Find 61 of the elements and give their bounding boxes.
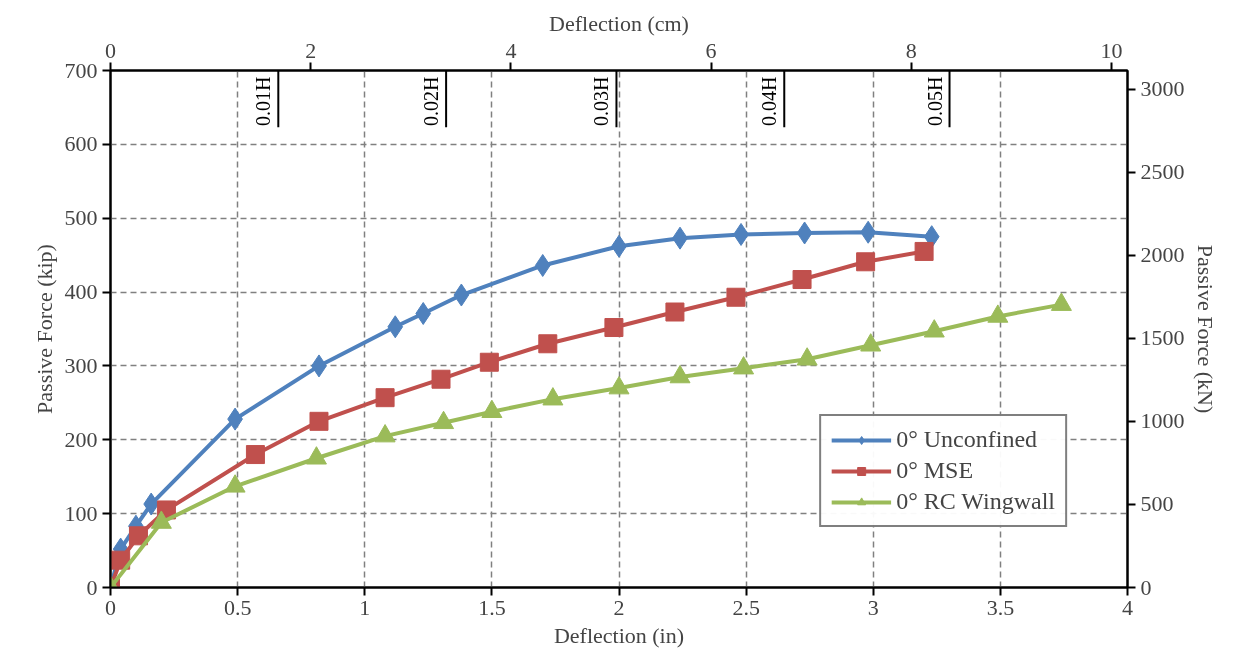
point (431, 369, 451, 389)
y-tick-label: 100 (64, 500, 98, 526)
y2-axis-title: Passive Force (kN) (1192, 244, 1218, 414)
ref-line-label: 0.02H (420, 76, 443, 126)
y2-tick-label: 2000 (1140, 242, 1185, 268)
x2-tick-label: 10 (1100, 37, 1123, 63)
x-tick-label: 1 (359, 594, 371, 620)
point (309, 411, 329, 431)
x2-tick-label: 0 (105, 37, 116, 63)
point (479, 352, 499, 372)
legend-label: 0° MSE (896, 457, 974, 484)
point (914, 241, 934, 261)
y2-tick-label: 0 (1140, 574, 1152, 600)
x2-tick-label: 6 (705, 37, 717, 63)
legend-label: 0° Unconfined (896, 426, 1038, 453)
x-tick-label: 2 (613, 594, 625, 620)
point (128, 526, 148, 546)
x-axis-title: Deflection (in) (553, 622, 685, 648)
x2-tick-label: 2 (305, 37, 317, 63)
x2-tick-label: 4 (505, 37, 517, 63)
x2-tick-label: 8 (905, 37, 917, 63)
x-tick-label: 4 (1122, 594, 1133, 620)
point (453, 283, 470, 307)
y-tick-label: 0 (86, 574, 98, 600)
x2-axis-title: Deflection (cm) (549, 10, 689, 36)
x-tick-label: 3.5 (986, 594, 1015, 620)
y2-tick-label: 3000 (1140, 76, 1185, 102)
point (665, 302, 685, 322)
y-tick-label: 500 (64, 205, 98, 231)
ref-line-label: 0.01H (252, 76, 275, 126)
point (375, 388, 395, 408)
x-tick-label: 1.5 (478, 594, 506, 620)
y-tick-label: 200 (64, 426, 98, 452)
y2-tick-label: 2500 (1140, 159, 1185, 185)
y-axis-title: Passive Force (kip) (31, 244, 57, 414)
point (726, 287, 746, 307)
y2-tick-label: 1500 (1140, 325, 1185, 351)
ref-line-label: 0.03H (590, 76, 613, 126)
point (143, 492, 160, 516)
y-tick-label: 400 (64, 279, 98, 305)
x-tick-label: 0.5 (223, 594, 252, 620)
point (796, 221, 813, 245)
x-tick-label: 2.5 (732, 594, 760, 620)
point (604, 318, 624, 338)
point (387, 315, 404, 339)
x-tick-label: 0 (105, 594, 116, 620)
ref-line-label: 0.04H (758, 76, 781, 126)
y-tick-label: 700 (64, 57, 98, 83)
x-tick-label: 3 (867, 594, 879, 620)
point (415, 301, 432, 325)
point (856, 252, 876, 272)
y-tick-label: 300 (64, 352, 98, 378)
point (534, 253, 551, 277)
y2-tick-label: 1000 (1140, 408, 1185, 434)
y-tick-label: 600 (64, 131, 98, 157)
legend-label: 0° RC Wingwall (896, 488, 1055, 515)
y2-tick-label: 500 (1140, 491, 1174, 517)
point (538, 334, 558, 354)
ref-line-label: 0.05H (923, 76, 946, 126)
point (245, 445, 265, 465)
point (792, 270, 812, 290)
